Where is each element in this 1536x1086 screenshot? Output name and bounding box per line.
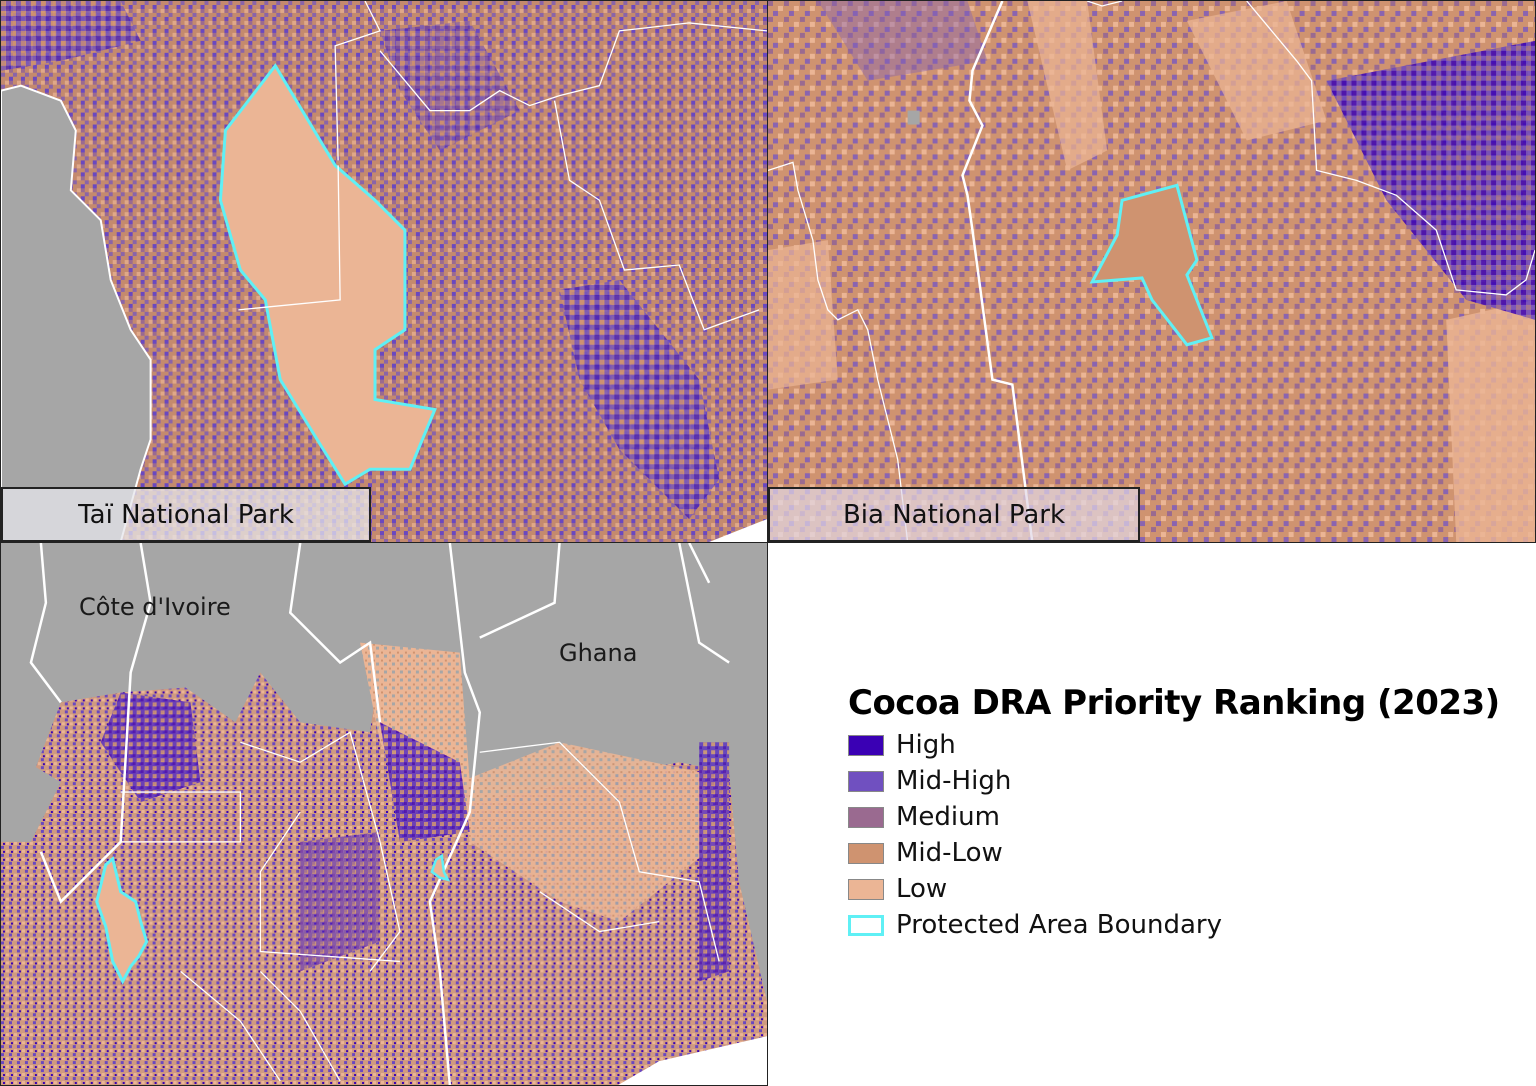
legend-item-mid-low: Mid-Low	[848, 835, 1500, 871]
legend-item-protected-area: Protected Area Boundary	[848, 907, 1500, 943]
mid-high-swatch-icon	[848, 770, 884, 792]
bia-national-park-map-panel: Bia National Park	[767, 0, 1536, 543]
legend-item-mid-high: Mid-High	[848, 763, 1500, 799]
low-swatch-icon	[848, 878, 884, 900]
protected-area-outline-icon	[848, 914, 884, 936]
medium-swatch-icon	[848, 806, 884, 828]
tai-national-park-label: Taï National Park	[1, 487, 371, 542]
mid-low-swatch-icon	[848, 842, 884, 864]
bia-map-graphic	[768, 1, 1535, 542]
overview-map-graphic	[1, 543, 767, 1085]
legend-item-medium: Medium	[848, 799, 1500, 835]
overview-map-panel: Côte d'Ivoire Ghana	[0, 542, 768, 1086]
legend-title: Cocoa DRA Priority Ranking (2023)	[848, 683, 1500, 723]
country-label-ghana: Ghana	[559, 639, 638, 667]
bia-national-park-label: Bia National Park	[768, 487, 1140, 542]
legend-label: High	[896, 730, 956, 760]
legend-item-high: High	[848, 727, 1500, 763]
legend-label: Medium	[896, 802, 1000, 832]
legend-label: Protected Area Boundary	[896, 910, 1223, 940]
legend-label: Mid-Low	[896, 838, 1003, 868]
tai-national-park-map-panel: Taï National Park	[0, 0, 768, 543]
country-label-cote-divoire: Côte d'Ivoire	[79, 593, 231, 621]
map-legend: Cocoa DRA Priority Ranking (2023) High M…	[848, 683, 1500, 943]
legend-label: Mid-High	[896, 766, 1012, 796]
legend-item-low: Low	[848, 871, 1500, 907]
tai-map-graphic	[1, 1, 767, 542]
high-swatch-icon	[848, 734, 884, 756]
legend-label: Low	[896, 874, 948, 904]
